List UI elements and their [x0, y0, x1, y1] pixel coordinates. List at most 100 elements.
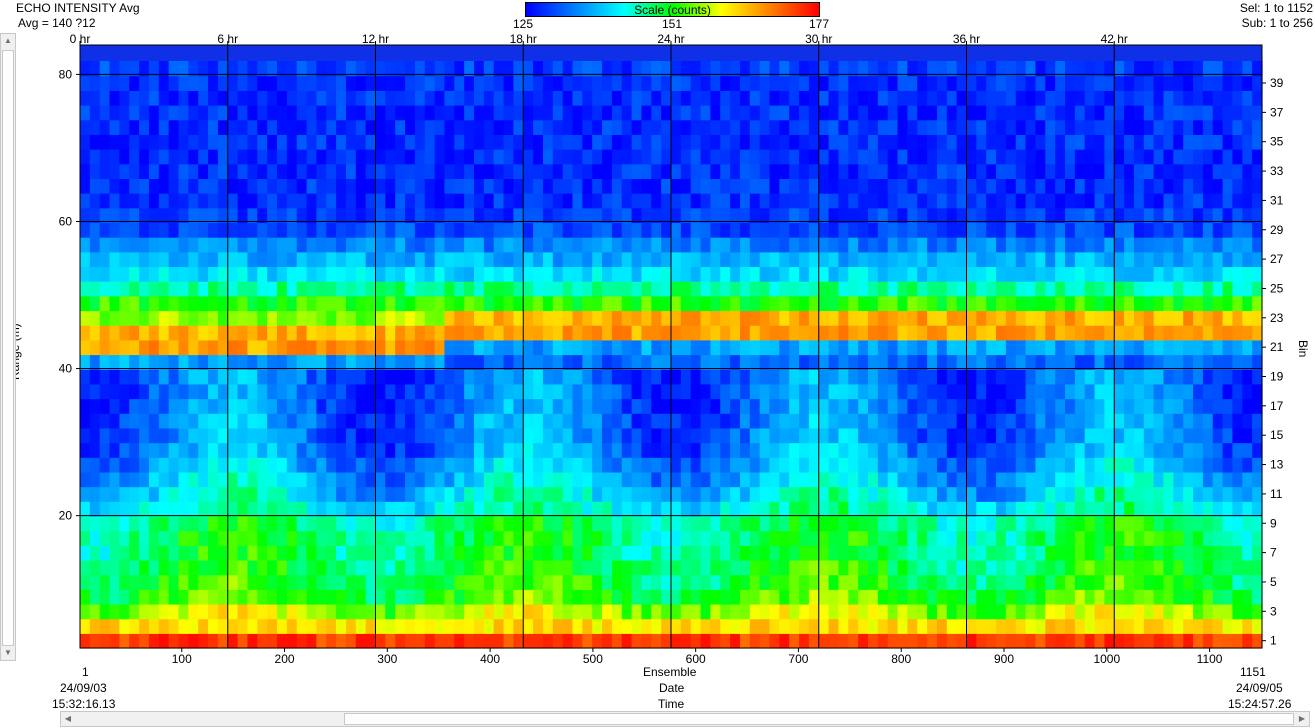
heatmap-cell — [720, 178, 731, 194]
heatmap-cell — [168, 339, 180, 356]
heatmap-cell — [1005, 603, 1017, 620]
heatmap-cell — [848, 383, 859, 400]
heatmap-cell — [1094, 207, 1105, 224]
heatmap-cell — [818, 105, 830, 121]
heatmap-cell — [267, 574, 278, 590]
heatmap-cell — [936, 559, 948, 576]
heatmap-cell — [523, 501, 534, 517]
heatmap-cell — [1124, 251, 1135, 268]
heatmap-cell — [316, 413, 327, 429]
heatmap-cell — [168, 589, 180, 605]
heatmap-cell — [542, 427, 554, 444]
vertical-scrollbar[interactable]: ▲ ▼ — [0, 33, 16, 661]
heatmap-cell — [444, 471, 455, 488]
heatmap-cell — [345, 237, 357, 253]
heatmap-cell — [493, 457, 505, 473]
heatmap-cell — [897, 251, 908, 268]
vertical-scroll-thumb[interactable] — [2, 50, 14, 646]
heatmap-cell — [306, 369, 317, 385]
heatmap-cell — [1212, 471, 1224, 488]
heatmap-cell — [936, 163, 948, 179]
heatmap-cell — [444, 75, 455, 91]
scroll-right-arrow-icon[interactable]: ▶ — [1295, 712, 1309, 726]
heatmap-cell — [1045, 193, 1056, 209]
heatmap-cell — [808, 149, 820, 165]
heatmap-cell — [247, 61, 258, 77]
heatmap-cell — [671, 530, 682, 546]
heatmap-cell — [1045, 413, 1056, 429]
heatmap-cell — [267, 486, 278, 502]
heatmap-cell — [1045, 501, 1056, 517]
heatmap-cell — [611, 266, 623, 282]
heatmap-cell — [80, 281, 91, 297]
heatmap-cell — [89, 281, 101, 297]
heatmap-cell — [779, 574, 790, 590]
heatmap-cell — [1035, 237, 1046, 253]
heatmap-cell — [414, 105, 426, 121]
heatmap-cell — [513, 61, 524, 77]
heatmap-cell — [651, 603, 662, 620]
heatmap-cell — [148, 193, 160, 209]
heatmap-cell — [739, 618, 751, 634]
heatmap-cell — [1084, 574, 1096, 590]
heatmap-cell — [966, 119, 977, 135]
heatmap-cell — [631, 398, 643, 414]
heatmap-cell — [1212, 207, 1224, 224]
heatmap-cell — [1222, 383, 1234, 400]
heatmap-cell — [1074, 251, 1086, 268]
heatmap-cell — [562, 369, 574, 385]
heatmap-cell — [217, 589, 229, 605]
horizontal-scroll-thumb[interactable] — [344, 713, 1294, 725]
heatmap-cell — [483, 251, 495, 268]
heatmap-cell — [316, 457, 327, 473]
heatmap-cell — [582, 61, 593, 77]
heatmap-cell — [355, 559, 367, 576]
heatmap-cell — [395, 149, 406, 165]
heatmap-cell — [1242, 633, 1253, 649]
heatmap-cell — [946, 471, 958, 488]
heatmap-cell — [345, 339, 357, 356]
heatmap-cell — [119, 134, 130, 150]
scroll-up-arrow-icon[interactable]: ▲ — [1, 34, 15, 48]
heatmap-cell — [1222, 471, 1234, 488]
heatmap-cell — [1084, 486, 1096, 502]
heatmap-cell — [907, 193, 918, 209]
heatmap-cell — [267, 119, 278, 135]
heatmap-cell — [680, 603, 692, 620]
heatmap-cell — [227, 427, 239, 444]
heatmap-cell — [828, 193, 840, 209]
heatmap-cell — [217, 237, 229, 253]
heatmap-cell — [1055, 442, 1066, 458]
scroll-down-arrow-icon[interactable]: ▼ — [1, 646, 15, 660]
heatmap-cell — [700, 398, 711, 414]
heatmap-cell — [1202, 618, 1214, 634]
heatmap-cell — [247, 354, 258, 370]
heatmap-cell — [1153, 119, 1165, 135]
heatmap-cell — [533, 310, 544, 326]
heatmap-cell — [267, 633, 278, 649]
heatmap-cell — [277, 281, 288, 297]
heatmap-cell — [227, 134, 239, 150]
heatmap-cell — [296, 427, 308, 444]
heatmap-cell — [661, 427, 672, 444]
heatmap-cell — [89, 486, 101, 502]
heatmap-cell — [976, 90, 987, 106]
heatmap-cell — [80, 237, 91, 253]
heatmap-cell — [385, 515, 396, 532]
heatmap-cell — [592, 383, 603, 400]
heatmap-cell — [1212, 589, 1224, 605]
scroll-left-arrow-icon[interactable]: ◀ — [61, 712, 75, 726]
heatmap-cell — [976, 589, 987, 605]
heatmap-cell — [345, 193, 357, 209]
heatmap-cell — [454, 61, 465, 77]
horizontal-scrollbar[interactable]: ◀ ▶ — [60, 711, 1310, 727]
heatmap-cell — [188, 383, 199, 400]
heatmap-cell — [80, 574, 91, 590]
heatmap-cell — [1212, 193, 1224, 209]
heatmap-cell — [1104, 530, 1115, 546]
heatmap-cell — [1124, 398, 1135, 414]
heatmap-cell — [247, 295, 258, 312]
heatmap-cell — [454, 457, 465, 473]
heatmap-cell — [641, 207, 652, 224]
heatmap-cell — [907, 295, 918, 312]
